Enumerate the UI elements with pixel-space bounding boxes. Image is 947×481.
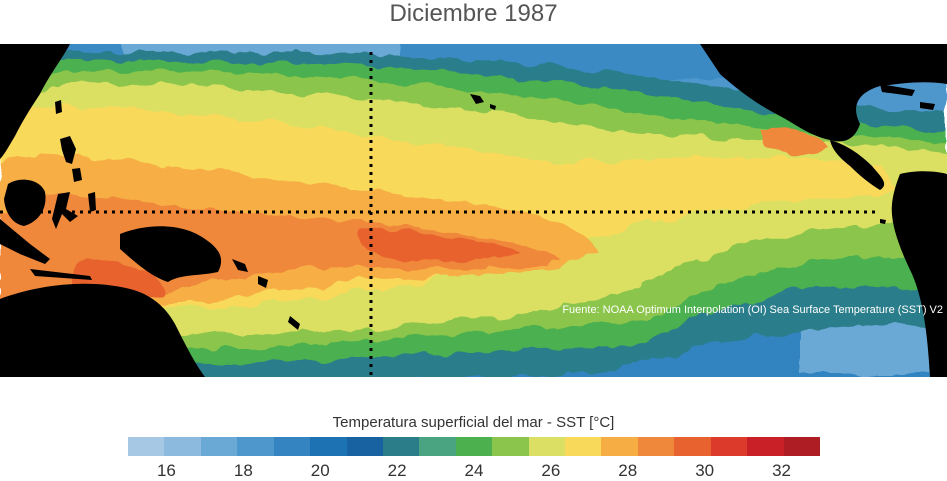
- colorbar-swatch: [637, 437, 675, 456]
- colorbar-tick-label: 26: [541, 461, 561, 480]
- colorbar-swatch: [601, 437, 638, 456]
- sst-field: [0, 44, 947, 377]
- colorbar-tick-label: 24: [464, 461, 484, 480]
- colorbar-swatch: [273, 437, 311, 456]
- sst-map: [0, 44, 947, 377]
- colorbar-tick-label: 16: [156, 461, 176, 480]
- colorbar-ticks: 16 18 20 22 24 26 28 30 32: [128, 456, 820, 480]
- colorbar-swatch: [382, 437, 420, 456]
- colorbar-swatch: [492, 437, 529, 456]
- colorbar-swatch: [528, 437, 566, 456]
- colorbar-tick-label: 30: [695, 461, 715, 480]
- colorbar-swatch: [747, 437, 784, 456]
- colorbar-tick-label: 32: [772, 461, 792, 480]
- colorbar-swatch: [346, 437, 383, 456]
- colorbar-swatch: [783, 437, 821, 456]
- colorbar-tick-label: 20: [310, 461, 330, 480]
- colorbar-swatch: [674, 437, 711, 456]
- colorbar-swatch: [200, 437, 238, 456]
- colorbar-tick-label: 28: [618, 461, 638, 480]
- colorbar-swatch: [310, 437, 347, 456]
- map-title: Diciembre 1987: [389, 0, 558, 27]
- colorbar-tick-label: 22: [387, 461, 407, 480]
- colorbar-title: Temperatura superficial del mar - SST [°…: [332, 414, 615, 431]
- colorbar-swatch: [128, 437, 165, 456]
- colorbar-swatch: [237, 437, 274, 456]
- landmass: [0, 44, 947, 377]
- colorbar-swatch: [710, 437, 748, 456]
- colorbar: [128, 437, 821, 456]
- colorbar-swatch: [455, 437, 493, 456]
- colorbar-swatch: [164, 437, 201, 456]
- colorbar-swatch: [419, 437, 456, 456]
- source-note: Fuente: NOAA Optimum Interpolation (OI) …: [562, 304, 943, 316]
- colorbar-swatch: [565, 437, 602, 456]
- colorbar-tick-label: 18: [233, 461, 253, 480]
